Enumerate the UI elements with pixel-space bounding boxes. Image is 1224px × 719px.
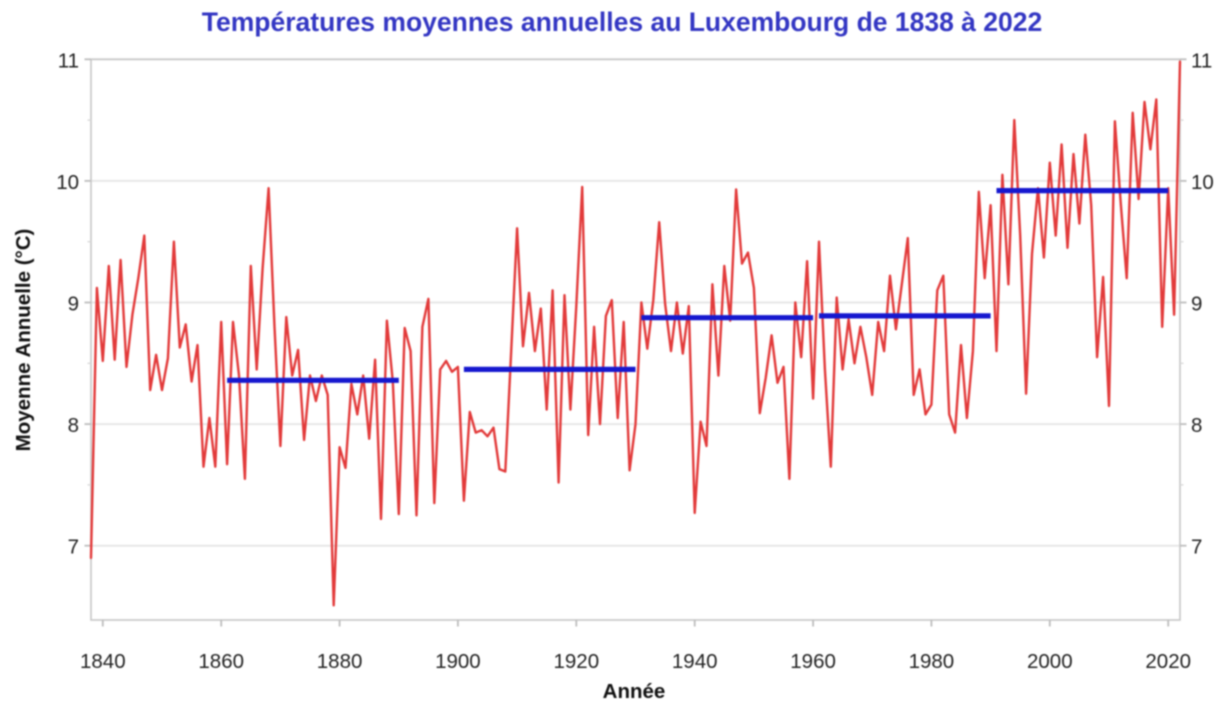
- svg-text:1860: 1860: [198, 650, 244, 673]
- svg-text:2020: 2020: [1145, 650, 1191, 673]
- svg-text:1920: 1920: [553, 650, 599, 673]
- svg-text:1980: 1980: [909, 650, 955, 673]
- svg-text:11: 11: [1191, 49, 1212, 72]
- svg-text:1960: 1960: [790, 650, 836, 673]
- svg-text:Année: Année: [603, 680, 666, 703]
- svg-text:2000: 2000: [1027, 650, 1073, 673]
- svg-text:Températures moyennes annuelle: Températures moyennes annuelles au Luxem…: [202, 7, 1042, 37]
- svg-text:8: 8: [68, 414, 79, 437]
- svg-text:10: 10: [56, 171, 79, 194]
- svg-text:9: 9: [1191, 293, 1202, 316]
- svg-text:Moyenne Annuelle (°C): Moyenne Annuelle (°C): [12, 229, 35, 452]
- svg-text:7: 7: [1191, 536, 1202, 559]
- svg-text:1900: 1900: [435, 650, 481, 673]
- svg-text:11: 11: [58, 49, 79, 72]
- svg-text:1940: 1940: [672, 650, 718, 673]
- svg-text:7: 7: [68, 536, 79, 559]
- svg-text:1840: 1840: [80, 650, 126, 673]
- svg-text:8: 8: [1191, 414, 1202, 437]
- svg-text:10: 10: [1191, 171, 1214, 194]
- svg-text:1880: 1880: [317, 650, 363, 673]
- svg-text:9: 9: [68, 293, 79, 316]
